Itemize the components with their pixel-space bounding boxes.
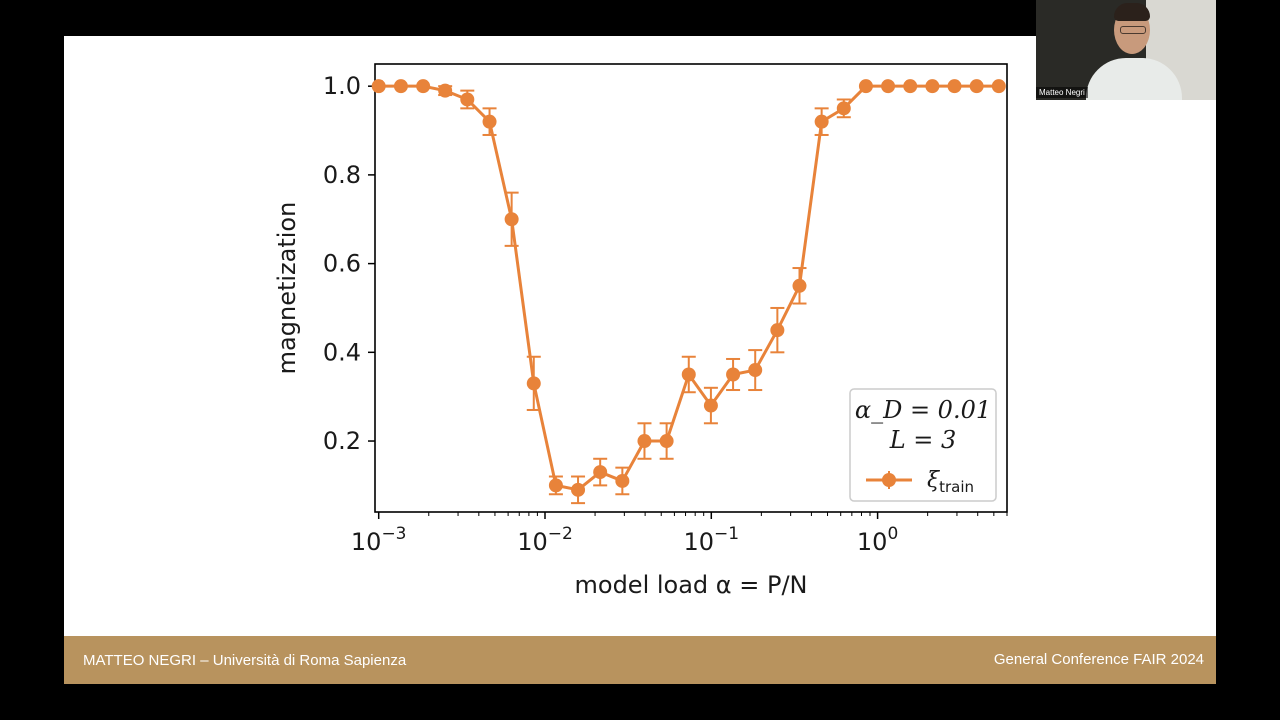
footer-author: MATTEO NEGRI – Università di Roma Sapien… bbox=[83, 652, 407, 669]
footer-conference: General Conference FAIR 2024 bbox=[993, 651, 1204, 668]
axes: 0.2 0.4 0.6 0.8 1.0 10−3 10−2 10−1 100 model load… bbox=[273, 63, 1008, 599]
legend-point-marker bbox=[882, 473, 896, 487]
webcam-video: Matteo Negri bbox=[1036, 0, 1216, 100]
speaker-glasses bbox=[1120, 26, 1146, 34]
data-point bbox=[548, 478, 563, 493]
data-point bbox=[571, 482, 586, 497]
y-tick-label: 0.8 bbox=[323, 161, 361, 189]
data-point bbox=[969, 79, 984, 94]
speaker-hair bbox=[1114, 3, 1150, 21]
data-point bbox=[703, 398, 718, 413]
x-tick-label: 100 bbox=[857, 524, 898, 556]
data-point bbox=[593, 465, 608, 480]
data-point bbox=[858, 79, 873, 94]
data-point bbox=[770, 323, 785, 338]
x-tick-label: 10−3 bbox=[351, 524, 407, 556]
data-point bbox=[925, 79, 940, 94]
data-point bbox=[637, 434, 652, 449]
legend-series-label: ξtrain bbox=[927, 468, 974, 496]
data-point bbox=[792, 278, 807, 293]
y-tick-label: 0.6 bbox=[323, 250, 361, 278]
data-point bbox=[836, 101, 851, 116]
x-axis-label: model load α = P/N bbox=[575, 571, 808, 599]
data-point bbox=[615, 473, 630, 488]
speaker-body bbox=[1086, 58, 1182, 100]
data-point bbox=[903, 79, 918, 94]
x-tick-label: 10−2 bbox=[517, 524, 573, 556]
data-point bbox=[482, 114, 497, 129]
data-point bbox=[947, 79, 962, 94]
data-point bbox=[991, 79, 1006, 94]
slide-footer: MATTEO NEGRI – Università di Roma Sapien… bbox=[64, 636, 1216, 684]
plot-frame bbox=[374, 63, 1008, 513]
webcam-name-label: Matteo Negri bbox=[1036, 87, 1088, 98]
y-tick-label: 0.4 bbox=[323, 338, 361, 366]
y-axis-label: magnetization bbox=[273, 202, 301, 375]
y-tick-label: 1.0 bbox=[323, 72, 361, 100]
data-point bbox=[659, 434, 674, 449]
data-point bbox=[726, 367, 741, 382]
data-point bbox=[371, 79, 386, 94]
data-point bbox=[681, 367, 696, 382]
magnetization-chart: 0.2 0.4 0.6 0.8 1.0 10−3 10−2 10−1 100 model load… bbox=[273, 63, 1008, 599]
legend-alpha-d: α_D = 0.01 bbox=[855, 396, 991, 424]
series-xi-train bbox=[371, 79, 1006, 505]
data-point bbox=[881, 79, 896, 94]
data-point bbox=[438, 83, 453, 98]
data-point bbox=[416, 79, 431, 94]
data-point bbox=[393, 79, 408, 94]
slide: 0.2 0.4 0.6 0.8 1.0 10−3 10−2 10−1 100 model load… bbox=[64, 36, 1216, 684]
data-point bbox=[526, 376, 541, 391]
legend-box bbox=[849, 388, 997, 502]
data-point bbox=[748, 363, 763, 378]
x-tick-label: 10−1 bbox=[683, 524, 739, 556]
data-point bbox=[504, 212, 519, 227]
legend-l-value: L = 3 bbox=[889, 426, 957, 454]
legend: α_D = 0.01L = 3 ξtrain bbox=[849, 388, 997, 502]
data-point bbox=[460, 92, 475, 107]
data-point bbox=[814, 114, 829, 129]
y-tick-label: 0.2 bbox=[323, 427, 361, 455]
